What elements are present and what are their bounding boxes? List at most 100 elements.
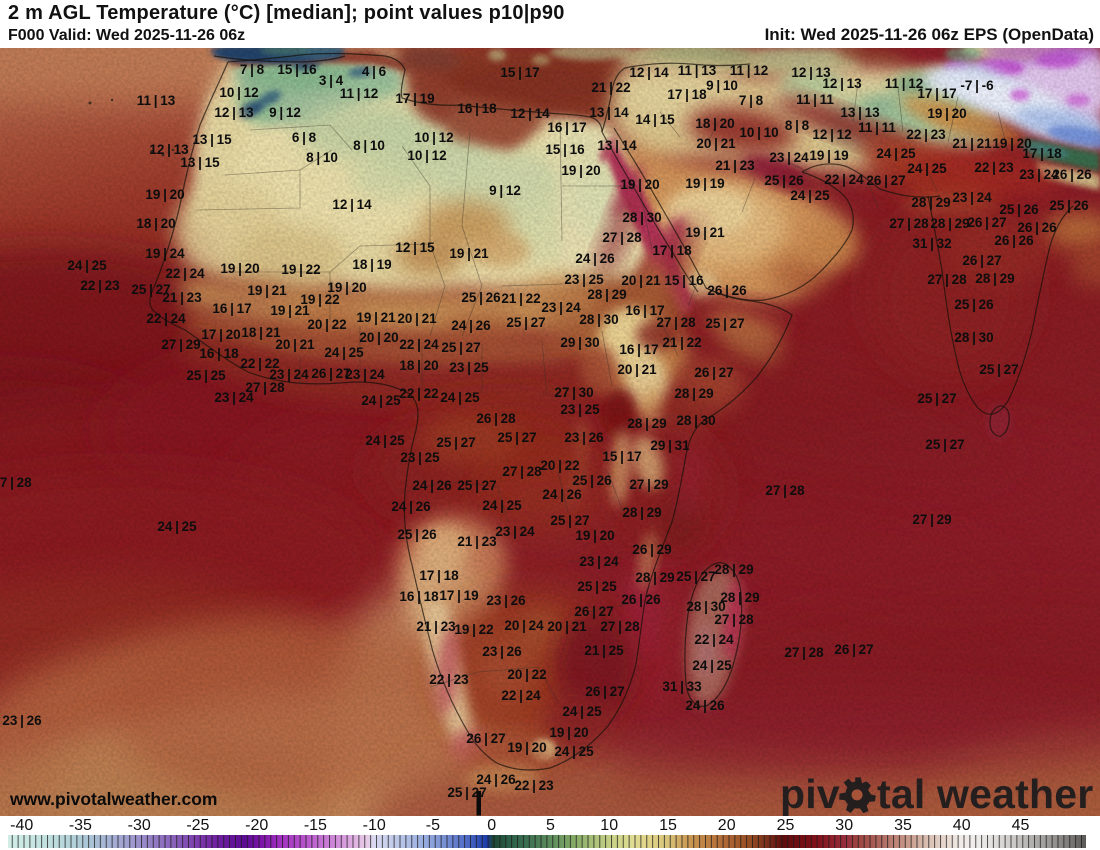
svg-text:24 | 25: 24 | 25 — [692, 658, 732, 673]
svg-text:19 | 24: 19 | 24 — [145, 246, 185, 261]
svg-text:25 | 27: 25 | 27 — [497, 430, 536, 445]
svg-text:13 | 15: 13 | 15 — [180, 155, 220, 170]
svg-text:21 | 22: 21 | 22 — [501, 291, 540, 306]
svg-text:28 | 30: 28 | 30 — [579, 312, 618, 327]
svg-text:17 | 18: 17 | 18 — [652, 243, 692, 258]
svg-text:18 | 20: 18 | 20 — [399, 358, 438, 373]
svg-text:4 | 6: 4 | 6 — [362, 64, 387, 79]
svg-text:23 | 24: 23 | 24 — [769, 150, 809, 165]
svg-text:12 | 14: 12 | 14 — [510, 106, 550, 121]
svg-text:25 | 27: 25 | 27 — [506, 315, 545, 330]
svg-text:27 | 28: 27 | 28 — [602, 230, 642, 245]
svg-text:24 | 25: 24 | 25 — [324, 345, 364, 360]
svg-text:24 | 25: 24 | 25 — [790, 188, 830, 203]
svg-text:12 | 12: 12 | 12 — [812, 127, 851, 142]
svg-text:28 | 29: 28 | 29 — [635, 570, 674, 585]
svg-text:22 | 22: 22 | 22 — [240, 356, 279, 371]
svg-text:19 | 20: 19 | 20 — [927, 106, 966, 121]
svg-text:-7 | -6: -7 | -6 — [960, 78, 994, 93]
svg-text:20 | 22: 20 | 22 — [307, 317, 346, 332]
svg-text:24 | 25: 24 | 25 — [361, 393, 401, 408]
svg-text:22 | 23: 22 | 23 — [80, 278, 120, 293]
svg-text:27 | 28: 27 | 28 — [927, 272, 967, 287]
svg-text:12 | 13: 12 | 13 — [791, 65, 831, 80]
svg-text:27 | 30: 27 | 30 — [554, 385, 593, 400]
svg-text:11 | 13: 11 | 13 — [678, 63, 717, 78]
svg-text:23 | 26: 23 | 26 — [486, 593, 526, 608]
svg-text:28 | 29: 28 | 29 — [622, 505, 661, 520]
svg-text:16 | 18: 16 | 18 — [457, 101, 497, 116]
svg-text:25 | 27: 25 | 27 — [131, 282, 170, 297]
svg-text:22 | 24: 22 | 24 — [824, 172, 864, 187]
svg-text:20 | 22: 20 | 22 — [507, 667, 546, 682]
svg-text:26 | 26: 26 | 26 — [994, 233, 1034, 248]
svg-text:8 | 10: 8 | 10 — [306, 150, 338, 165]
svg-text:16 | 17: 16 | 17 — [212, 301, 251, 316]
svg-text:19 | 22: 19 | 22 — [300, 292, 339, 307]
svg-text:25 | 26: 25 | 26 — [764, 173, 804, 188]
svg-text:25 | 27: 25 | 27 — [917, 391, 956, 406]
svg-text:24 | 26: 24 | 26 — [451, 318, 491, 333]
svg-text:20 | 21: 20 | 21 — [397, 311, 437, 326]
svg-text:28 | 30: 28 | 30 — [676, 413, 715, 428]
svg-text:27 | 28: 27 | 28 — [502, 464, 542, 479]
svg-text:3 | 4: 3 | 4 — [319, 73, 344, 88]
svg-text:24 | 26: 24 | 26 — [685, 698, 725, 713]
svg-text:18 | 21: 18 | 21 — [241, 325, 281, 340]
svg-text:25 | 26: 25 | 26 — [461, 290, 501, 305]
svg-text:28 | 29: 28 | 29 — [975, 271, 1014, 286]
svg-text:18 | 20: 18 | 20 — [695, 116, 734, 131]
svg-text:17 | 18: 17 | 18 — [1022, 146, 1062, 161]
svg-text:19 | 19: 19 | 19 — [809, 148, 848, 163]
svg-text:7 | 8: 7 | 8 — [739, 93, 764, 108]
svg-text:21 | 23: 21 | 23 — [715, 158, 755, 173]
svg-text:22 | 22: 22 | 22 — [399, 386, 438, 401]
svg-text:28 | 30: 28 | 30 — [622, 210, 661, 225]
svg-text:23 | 24: 23 | 24 — [495, 524, 535, 539]
svg-text:19 | 22: 19 | 22 — [281, 262, 320, 277]
svg-text:27 | 28: 27 | 28 — [784, 645, 824, 660]
svg-text:22 | 24: 22 | 24 — [694, 632, 734, 647]
svg-text:25 | 26: 25 | 26 — [572, 473, 612, 488]
svg-text:19 | 20: 19 | 20 — [327, 280, 366, 295]
svg-text:19 | 20: 19 | 20 — [220, 261, 259, 276]
svg-text:24 | 25: 24 | 25 — [67, 258, 107, 273]
svg-text:9 | 12: 9 | 12 — [489, 183, 521, 198]
svg-text:20 | 24: 20 | 24 — [504, 618, 544, 633]
svg-text:18 | 20: 18 | 20 — [136, 216, 175, 231]
svg-text:27 | 28: 27 | 28 — [656, 315, 696, 330]
svg-text:23 | 25: 23 | 25 — [560, 402, 600, 417]
svg-text:24 | 25: 24 | 25 — [157, 519, 197, 534]
svg-text:15 | 16: 15 | 16 — [545, 142, 585, 157]
svg-text:15 | 16: 15 | 16 — [664, 273, 704, 288]
svg-text:26 | 27: 26 | 27 — [866, 173, 905, 188]
svg-text:24 | 25: 24 | 25 — [876, 146, 916, 161]
svg-text:24 | 25: 24 | 25 — [907, 161, 947, 176]
svg-text:23 | 26: 23 | 26 — [564, 430, 604, 445]
svg-text:23 | 24: 23 | 24 — [345, 367, 385, 382]
svg-text:24 | 26: 24 | 26 — [476, 772, 516, 787]
svg-text:17 | 18: 17 | 18 — [667, 87, 707, 102]
svg-text:23 | 24: 23 | 24 — [952, 190, 992, 205]
svg-text:20 | 22: 20 | 22 — [540, 458, 579, 473]
svg-text:23 | 24: 23 | 24 — [214, 390, 254, 405]
svg-text:12 | 15: 12 | 15 — [395, 240, 435, 255]
svg-text:16 | 17: 16 | 17 — [625, 303, 664, 318]
svg-text:27 | 28: 27 | 28 — [0, 475, 32, 490]
svg-text:19 | 21: 19 | 21 — [356, 310, 396, 325]
svg-text:26 | 26: 26 | 26 — [707, 283, 747, 298]
svg-text:22 | 24: 22 | 24 — [501, 688, 541, 703]
svg-text:25 | 26: 25 | 26 — [999, 202, 1039, 217]
svg-text:28 | 29: 28 | 29 — [627, 416, 666, 431]
svg-text:23 | 24: 23 | 24 — [269, 367, 309, 382]
svg-text:22 | 23: 22 | 23 — [514, 778, 554, 793]
svg-text:19 | 20: 19 | 20 — [145, 187, 184, 202]
svg-text:19 | 20: 19 | 20 — [561, 163, 600, 178]
svg-text:21 | 25: 21 | 25 — [584, 643, 624, 658]
svg-text:25 | 27: 25 | 27 — [457, 478, 496, 493]
svg-text:26 | 28: 26 | 28 — [476, 411, 516, 426]
svg-text:19 | 20: 19 | 20 — [992, 136, 1031, 151]
svg-text:16 | 18: 16 | 18 — [199, 346, 239, 361]
svg-text:15 | 17: 15 | 17 — [500, 65, 539, 80]
svg-text:21 | 23: 21 | 23 — [416, 619, 456, 634]
